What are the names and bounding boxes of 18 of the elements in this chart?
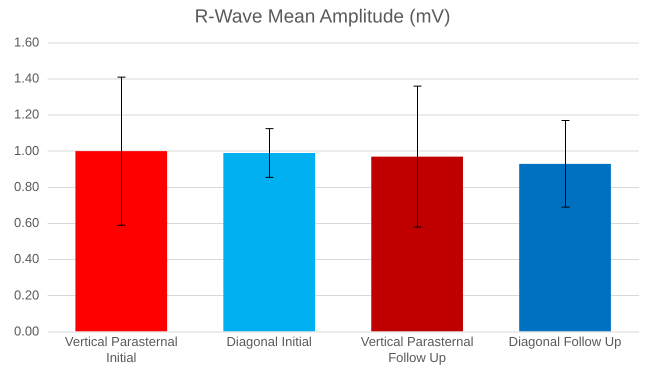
y-tick-label: 0.80 (14, 178, 40, 194)
x-tick-label: Diagonal Follow Up (508, 334, 622, 350)
y-tick-label: 1.00 (14, 142, 40, 158)
chart-title: R-Wave Mean Amplitude (mV) (194, 6, 450, 28)
y-tick-label: 0.00 (14, 323, 40, 338)
x-tick-label: Vertical Parasternal Initial (64, 334, 178, 365)
y-tick-label: 0.20 (14, 287, 40, 302)
bar (75, 151, 168, 332)
y-tick-label: 1.60 (14, 34, 40, 50)
y-tick-label: 0.40 (14, 251, 40, 266)
y-tick-label: 1.20 (14, 106, 40, 122)
y-tick-label: 0.60 (14, 215, 40, 230)
bar (223, 152, 316, 332)
x-tick-label: Diagonal Initial (226, 334, 312, 350)
x-tick-label: Vertical Parasternal Follow Up (360, 334, 474, 365)
y-tick-label: 1.40 (14, 70, 40, 86)
bar (371, 156, 463, 332)
bar (519, 164, 611, 332)
